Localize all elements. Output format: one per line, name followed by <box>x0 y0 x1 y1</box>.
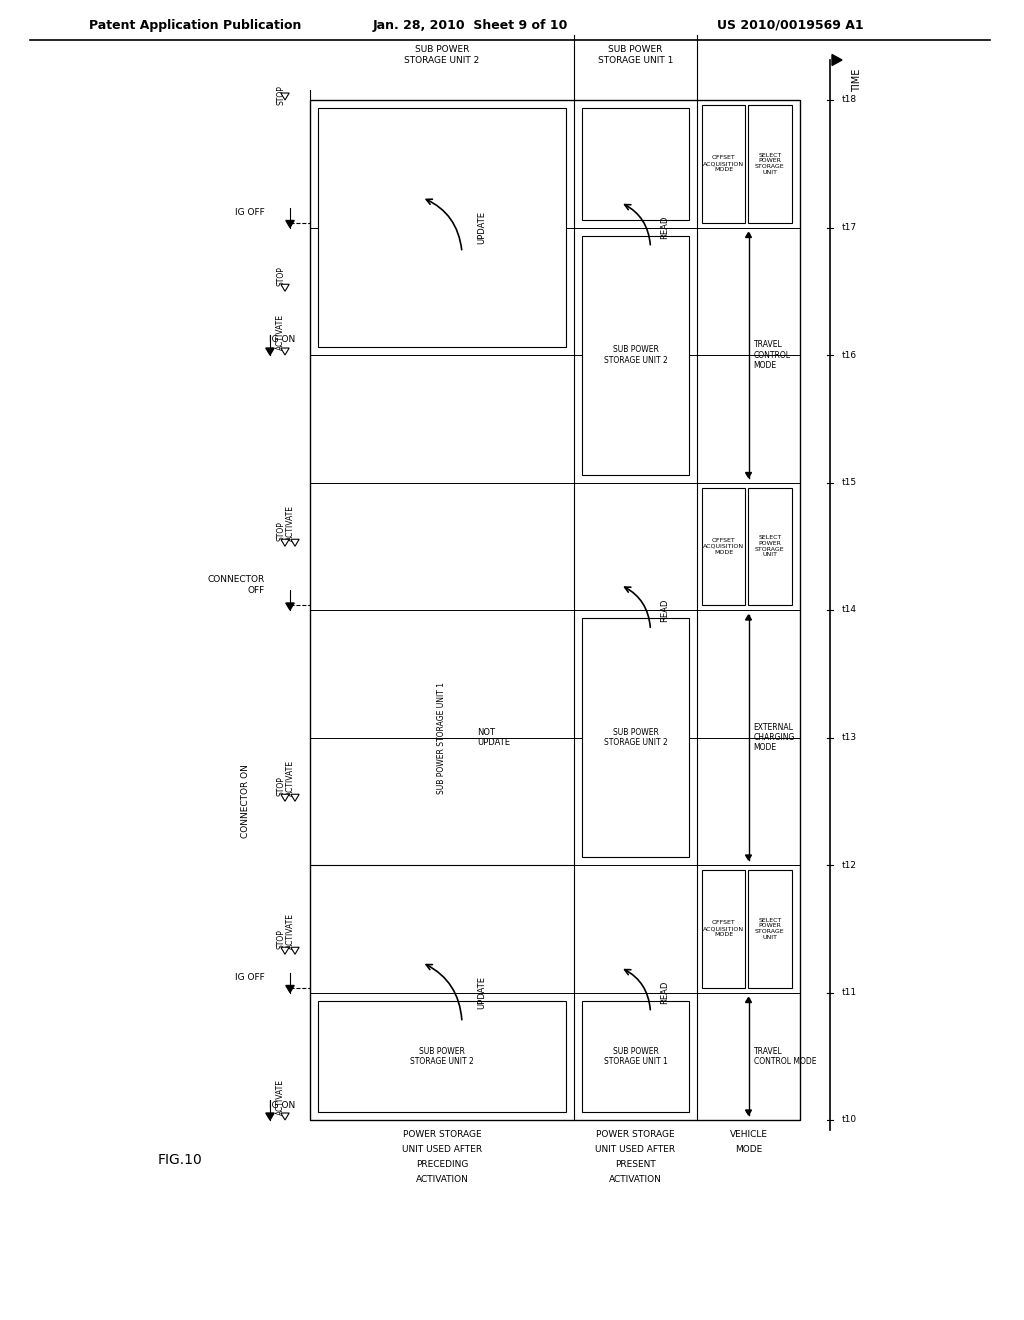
Polygon shape <box>745 1110 752 1115</box>
Bar <box>702 106 745 223</box>
Text: SELECT
POWER
STORAGE
UNIT: SELECT POWER STORAGE UNIT <box>755 153 784 176</box>
Text: PRESENT: PRESENT <box>615 1160 656 1170</box>
Text: SUB POWER
STORAGE UNIT 2: SUB POWER STORAGE UNIT 2 <box>603 727 668 747</box>
Text: ACTIVATE: ACTIVATE <box>286 760 295 796</box>
Bar <box>749 487 792 605</box>
Text: FIG.10: FIG.10 <box>158 1152 203 1167</box>
Text: PRECEDING: PRECEDING <box>416 1160 468 1170</box>
Text: IG ON: IG ON <box>268 1101 295 1110</box>
Polygon shape <box>286 603 294 610</box>
Polygon shape <box>291 948 299 954</box>
Text: ACTIVATION: ACTIVATION <box>416 1175 468 1184</box>
Text: TRAVEL
CONTROL MODE: TRAVEL CONTROL MODE <box>754 1047 816 1067</box>
Text: SELECT
POWER
STORAGE
UNIT: SELECT POWER STORAGE UNIT <box>755 917 784 940</box>
Text: t16: t16 <box>842 351 857 359</box>
Polygon shape <box>281 284 289 292</box>
Text: t14: t14 <box>842 606 857 615</box>
Text: IG ON: IG ON <box>268 335 295 345</box>
Text: READ: READ <box>660 598 670 622</box>
Text: Patent Application Publication: Patent Application Publication <box>89 18 301 32</box>
Text: UNIT USED AFTER: UNIT USED AFTER <box>402 1144 482 1154</box>
Polygon shape <box>831 54 842 66</box>
Text: SUB POWER
STORAGE UNIT 2: SUB POWER STORAGE UNIT 2 <box>404 45 479 65</box>
Polygon shape <box>266 348 274 355</box>
Bar <box>582 618 689 857</box>
Text: NOT
UPDATE: NOT UPDATE <box>477 727 510 747</box>
Text: SUB POWER
STORAGE UNIT 2: SUB POWER STORAGE UNIT 2 <box>603 346 668 364</box>
Bar <box>310 100 800 1119</box>
Text: STOP: STOP <box>276 84 285 106</box>
Text: OFFSET
ACQUISITION
MODE: OFFSET ACQUISITION MODE <box>703 539 744 554</box>
Text: TIME: TIME <box>852 69 862 91</box>
Bar <box>702 870 745 987</box>
Text: IG OFF: IG OFF <box>236 209 265 216</box>
Bar <box>702 487 745 605</box>
Text: ACTIVATE: ACTIVATE <box>286 506 295 541</box>
Text: UNIT USED AFTER: UNIT USED AFTER <box>595 1144 676 1154</box>
Polygon shape <box>291 795 299 801</box>
Text: OFFSET
ACQUISITION
MODE: OFFSET ACQUISITION MODE <box>703 920 744 937</box>
Text: t18: t18 <box>842 95 857 104</box>
Text: t17: t17 <box>842 223 857 232</box>
Bar <box>749 870 792 987</box>
Polygon shape <box>281 795 289 801</box>
Text: ACTIVATE: ACTIVATE <box>276 314 285 350</box>
Text: Jan. 28, 2010  Sheet 9 of 10: Jan. 28, 2010 Sheet 9 of 10 <box>373 18 567 32</box>
Polygon shape <box>745 855 752 861</box>
Text: SELECT
POWER
STORAGE
UNIT: SELECT POWER STORAGE UNIT <box>755 535 784 557</box>
Text: SUB POWER
STORAGE UNIT 1: SUB POWER STORAGE UNIT 1 <box>603 1047 668 1067</box>
Text: UPDATE: UPDATE <box>477 975 486 1008</box>
Text: POWER STORAGE: POWER STORAGE <box>402 1130 481 1139</box>
Polygon shape <box>291 540 299 546</box>
Text: ACTIVATE: ACTIVATE <box>276 1078 285 1115</box>
Text: SUB POWER
STORAGE UNIT 1: SUB POWER STORAGE UNIT 1 <box>598 45 673 65</box>
Polygon shape <box>281 948 289 954</box>
Text: STOP: STOP <box>276 776 285 796</box>
Text: t15: t15 <box>842 478 857 487</box>
Text: OFFSET
ACQUISITION
MODE: OFFSET ACQUISITION MODE <box>703 156 744 172</box>
Polygon shape <box>281 348 289 355</box>
Text: CONNECTOR ON: CONNECTOR ON <box>241 764 250 838</box>
Text: ACTIVATE: ACTIVATE <box>286 913 295 949</box>
Text: CONNECTOR
OFF: CONNECTOR OFF <box>208 576 265 595</box>
Polygon shape <box>281 92 289 100</box>
Polygon shape <box>745 615 752 620</box>
Text: STOP: STOP <box>276 929 285 949</box>
Text: SUB POWER STORAGE UNIT 1: SUB POWER STORAGE UNIT 1 <box>437 681 446 793</box>
Text: UPDATE: UPDATE <box>477 211 486 244</box>
Polygon shape <box>266 1113 274 1119</box>
Polygon shape <box>281 540 289 546</box>
Text: SUB POWER
STORAGE UNIT 2: SUB POWER STORAGE UNIT 2 <box>411 1047 474 1067</box>
Text: VEHICLE: VEHICLE <box>729 1130 768 1139</box>
Bar <box>318 1001 566 1111</box>
Text: STOP: STOP <box>276 521 285 541</box>
Bar <box>749 106 792 223</box>
Polygon shape <box>286 220 294 227</box>
Text: ACTIVATION: ACTIVATION <box>609 1175 662 1184</box>
Bar <box>318 108 566 347</box>
Text: READ: READ <box>660 981 670 1005</box>
Bar <box>582 235 689 474</box>
Text: US 2010/0019569 A1: US 2010/0019569 A1 <box>717 18 863 32</box>
Polygon shape <box>745 232 752 238</box>
Text: MODE: MODE <box>735 1144 762 1154</box>
Text: t10: t10 <box>842 1115 857 1125</box>
Text: t12: t12 <box>842 861 857 870</box>
Text: IG OFF: IG OFF <box>236 973 265 982</box>
Text: POWER STORAGE: POWER STORAGE <box>596 1130 675 1139</box>
Text: STOP: STOP <box>276 267 285 286</box>
Polygon shape <box>745 473 752 478</box>
Text: t13: t13 <box>842 733 857 742</box>
Bar <box>582 108 689 219</box>
Text: EXTERNAL
CHARGING
MODE: EXTERNAL CHARGING MODE <box>754 722 795 752</box>
Polygon shape <box>286 986 294 993</box>
Text: TRAVEL
CONTROL
MODE: TRAVEL CONTROL MODE <box>754 341 791 370</box>
Polygon shape <box>281 1113 289 1119</box>
Polygon shape <box>745 998 752 1002</box>
Text: t11: t11 <box>842 987 857 997</box>
Bar <box>582 1001 689 1111</box>
Text: READ: READ <box>660 215 670 239</box>
